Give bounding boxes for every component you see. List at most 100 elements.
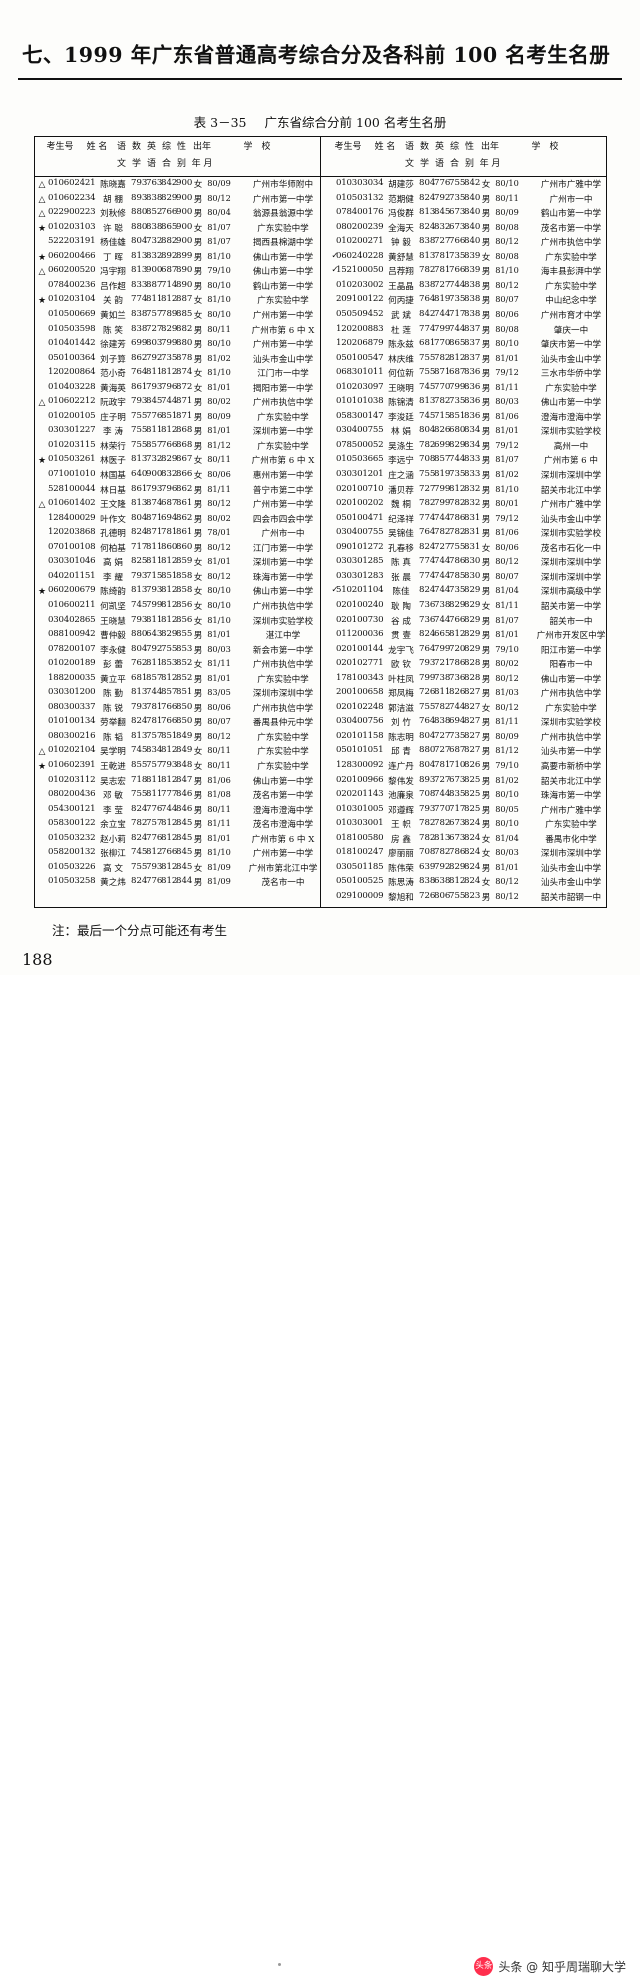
school-name: 江门市第一中学	[252, 543, 314, 554]
score-total: 823	[464, 890, 481, 901]
score-english: 799	[449, 381, 466, 392]
gender: 男	[193, 631, 203, 642]
gender: 男	[481, 689, 491, 700]
gender: 男	[193, 485, 203, 496]
gender: 男	[481, 456, 491, 467]
score-total: 839	[464, 265, 481, 276]
school-name: 茂名市石化一中	[540, 543, 602, 554]
score-english: 851	[161, 410, 178, 421]
school-name: 高州一中	[553, 441, 589, 452]
gender: 女	[481, 543, 491, 554]
gender: 男	[193, 834, 203, 845]
score-english: 687	[161, 265, 178, 276]
gender: 男	[481, 791, 491, 802]
score-chinese: 838	[419, 279, 436, 290]
check-mark: ✓	[331, 250, 339, 261]
gender: 男	[481, 383, 491, 394]
gender: 男	[481, 325, 491, 336]
score-chinese: 838	[419, 236, 436, 247]
exam-id: 071001010	[48, 469, 96, 479]
col-header-4-left: 英	[146, 142, 156, 152]
school-name: 汕头市金山中学	[540, 514, 602, 525]
table-row: 030501185 陈伟荣 639792829824男 81/01 汕头市金山中学	[324, 862, 627, 877]
col-header-7-left: 出年	[192, 142, 211, 152]
score-english: 796	[161, 381, 178, 392]
table-row: 050101051 邱 青 880727687827男 81/12 汕头市第一中学	[324, 745, 627, 760]
score-math: 727	[434, 541, 451, 552]
gender: 男	[481, 514, 491, 525]
table-note: 注：最后一个分点可能还有考生	[52, 923, 228, 938]
score-total: 890	[176, 265, 193, 276]
birth-date: 80/02	[207, 396, 231, 407]
gender: 女	[481, 252, 491, 263]
col-header-4-right: 英	[434, 142, 444, 152]
score-total: 845	[176, 847, 193, 858]
score-english: 812	[449, 352, 466, 363]
exam-id: 010503598	[48, 323, 96, 334]
birth-date: 79/12	[495, 367, 519, 378]
gender: 男	[481, 587, 491, 598]
score-total: 836	[464, 381, 481, 392]
score-math: 845	[434, 207, 451, 218]
student-name: 林国基	[100, 471, 126, 481]
score-math: 744	[434, 556, 451, 567]
birth-date: 80/10	[495, 338, 519, 349]
score-total: 829	[464, 629, 481, 640]
gender: 男	[193, 354, 203, 365]
birth-date: 79/12	[495, 439, 519, 450]
score-math: 776	[146, 876, 163, 887]
score-chinese: 804	[131, 643, 148, 654]
school-name: 三水市华侨中学	[540, 369, 602, 380]
exam-id: 010301005	[336, 803, 384, 814]
score-total: 878	[176, 352, 193, 363]
school-name: 揭西县棉湖中学	[252, 238, 314, 249]
student-name: 陈绮韵	[100, 587, 126, 598]
exam-id: 120200864	[48, 367, 96, 378]
birth-date: 80/02	[495, 658, 519, 669]
gender: 女	[481, 834, 491, 845]
exam-id: 088100942	[48, 629, 96, 640]
birth-date: 80/11	[207, 323, 231, 334]
school-name: 广州市执信中学	[540, 238, 602, 249]
table-caption-number: 表 3－35	[193, 115, 247, 130]
exam-id: 030501185	[336, 861, 384, 872]
exam-id: 040201151	[48, 570, 96, 581]
score-english: 829	[449, 439, 466, 450]
score-math: 744	[434, 585, 451, 596]
score-english: 673	[449, 832, 466, 843]
score-math: 744	[434, 308, 451, 319]
school-name: 揭阳市第一中学	[252, 383, 314, 394]
score-math: 811	[146, 614, 163, 625]
row-mark: ★	[37, 587, 47, 598]
col-header-6-right: 性	[464, 142, 474, 152]
score-math: 776	[146, 803, 163, 814]
table-row: ★ 010203103 许 聪 880838865900女 81/07 广东实验中学	[36, 222, 339, 237]
score-total: 837	[464, 352, 481, 363]
score-english: 829	[161, 454, 178, 465]
score-math: 732	[146, 454, 163, 465]
gender: 男	[481, 762, 491, 772]
student-name: 全海天	[388, 223, 414, 234]
birth-date: 80/07	[207, 716, 231, 727]
birth-date: 80/12	[207, 570, 231, 581]
score-total: 836	[464, 396, 481, 407]
table-row: 020100966 黎伟发 893727673825男 81/02 韶关市北江中学	[324, 775, 627, 790]
score-total: 832	[464, 498, 481, 509]
score-total: 825	[464, 774, 481, 785]
check-mark: ✓	[331, 265, 339, 276]
score-chinese: 726	[419, 890, 436, 901]
birth-date: 80/02	[207, 512, 231, 523]
score-chinese: 813	[131, 498, 148, 509]
table-row: 120200883 杜 莲 774799744837男 80/08 肇庆一中	[324, 324, 627, 339]
score-math: 699	[434, 439, 451, 450]
score-math: 776	[146, 410, 163, 421]
score-total: 845	[176, 832, 193, 843]
birth-date: 80/04	[207, 207, 231, 218]
score-chinese: 804	[419, 425, 436, 436]
score-total: 831	[464, 541, 481, 552]
birth-date: 81/01	[207, 556, 231, 567]
score-math: 792	[434, 861, 451, 872]
student-name: 彭 蕾	[103, 660, 123, 671]
score-chinese: 745	[131, 745, 148, 756]
score-chinese: 774	[419, 512, 436, 523]
